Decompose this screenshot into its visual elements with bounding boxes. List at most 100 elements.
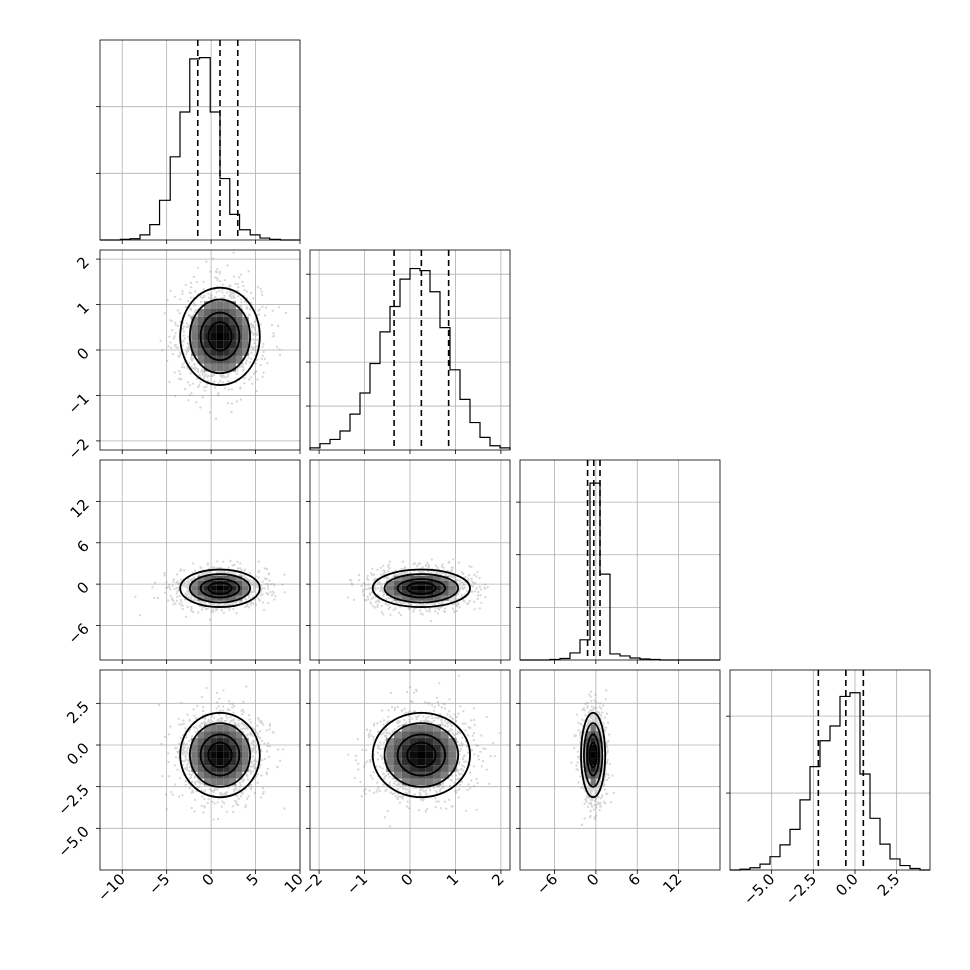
panel-0-1-density-cell — [235, 309, 243, 317]
panel-1-2-density-cell — [448, 585, 457, 591]
panel-0-2-density-cell — [223, 595, 230, 601]
panel-1-3-density-cell — [394, 738, 402, 745]
panel-0-3-density-cell — [204, 731, 211, 739]
panel-1-3-density-cell — [448, 751, 457, 759]
panel-0-1-density-cell — [235, 348, 243, 356]
panel-1-3-contour-2 — [383, 722, 460, 788]
x-tick-label-1-2: 0 — [397, 870, 416, 889]
panel-1-3-density-cell — [433, 738, 441, 745]
panel-0-3-contour-1 — [199, 733, 241, 777]
panel-0-1-density-cell — [210, 348, 217, 356]
panel-2-3-density-cell — [590, 738, 596, 745]
panel-0-2-density-cell — [204, 595, 211, 601]
panel-0-3-density-cell — [223, 724, 230, 732]
panel-2-3-density-cell — [595, 771, 601, 779]
hist-panel-3 — [726, 669, 931, 874]
panel-2-3-density-cell — [590, 724, 596, 732]
panel-0-1-density-cell — [191, 348, 198, 356]
panel-0-1-density-cell — [216, 348, 224, 356]
panel-0-2-density-cell — [197, 580, 205, 586]
panel-1-3 — [306, 669, 511, 874]
panel-0-3-content — [158, 685, 286, 821]
panel-0-2-density-cell — [229, 595, 236, 601]
panel-0-3-density-cell — [204, 765, 211, 772]
panel-0-3-density-cell — [242, 751, 249, 759]
panel-2-3-contour-0 — [588, 741, 598, 769]
panel-0-2-density-cell — [223, 585, 230, 591]
panel-0-2-density-cell — [210, 575, 217, 581]
panel-0-1-density-cell — [229, 363, 236, 372]
panel-1-2-density-cell — [409, 585, 418, 591]
panel-0-1-content — [159, 251, 288, 420]
panel-1-3-density-cell — [417, 765, 426, 772]
hist-frame-1 — [309, 249, 511, 451]
panel-1-3-density-cell — [425, 765, 434, 772]
panel-1-3-density-cell — [417, 724, 426, 732]
panel-2-3-content — [570, 689, 615, 827]
panel-2-3-contour-2 — [583, 722, 604, 788]
panel-0-2-density-cell — [229, 585, 236, 591]
panel-0-1-density-cell — [242, 340, 249, 349]
panel-0-3-density-cell — [191, 765, 198, 772]
panel-2-3-contour-3 — [580, 711, 607, 799]
panel-0-1-density-cell — [229, 309, 236, 317]
panel-0-1-density-cell — [204, 324, 211, 333]
panel-1-2-density-cell — [394, 590, 402, 596]
panel-1-2-frame — [309, 459, 511, 661]
panel-0-2-contour-2 — [188, 573, 252, 604]
panel-0-1-density-cell — [229, 332, 236, 341]
panel-1-3-density-cell — [386, 758, 395, 766]
panel-1-2-density-cell — [417, 585, 426, 591]
panel-0-1-density-cell — [210, 316, 217, 325]
panel-0-3-density-cell — [204, 744, 211, 752]
panel-0-3-density-cell — [223, 738, 230, 745]
panel-0-2-frame — [99, 459, 301, 661]
panel-1-3-density-cell — [440, 731, 449, 739]
panel-0-2 — [96, 459, 301, 664]
panel-0-2-density-cell — [191, 590, 198, 596]
panel-1-2-density-cell — [440, 590, 449, 596]
y-tick-label-1-4: 2 — [73, 253, 92, 272]
panel-0-1-density-cell — [223, 301, 230, 310]
panel-0-3-contour-3 — [179, 711, 261, 799]
panel-2-3-density-cell — [590, 744, 596, 752]
x-tick-label-0-2: 0 — [198, 870, 217, 889]
panel-0-1-density-cell — [210, 301, 217, 310]
panel-0-2-density-cell — [197, 590, 205, 596]
panel-1-2-density-cell — [440, 575, 449, 581]
hist-frame-2 — [519, 459, 721, 661]
panel-0-1-density-cell — [216, 340, 224, 349]
panel-2-3 — [516, 669, 721, 874]
panel-1-3-density-cell — [401, 731, 410, 739]
y-tick-label-3-1: −2.5 — [54, 781, 92, 819]
panel-0-3-density-cell — [235, 731, 243, 739]
panel-1-3-density-cell — [401, 758, 410, 766]
x-tick-label-2-2: 6 — [625, 870, 644, 889]
panel-1-3-density-cell — [440, 771, 449, 779]
panel-2-3-density-cell — [590, 765, 596, 772]
panel-2-3-frame — [519, 669, 721, 871]
y-tick-label-2-0: −6 — [64, 620, 92, 648]
y-tick-label-3-2: 0.0 — [63, 739, 93, 769]
panel-0-1-density-cell — [197, 309, 205, 317]
panel-0-1-density-cell — [204, 301, 211, 310]
panel-0-3-density-cell — [216, 765, 224, 772]
panel-0-1-density-cell — [216, 324, 224, 333]
panel-1-3-density-cell — [433, 751, 441, 759]
panel-1-2-density-cell — [448, 590, 457, 596]
panel-0-3-density-cell — [216, 744, 224, 752]
x-tick-label-1-1: −1 — [343, 870, 371, 898]
panel-1-3-density-cell — [401, 778, 410, 786]
panel-0-3-density-cell — [229, 771, 236, 779]
panel-1-3-density-cell — [448, 744, 457, 752]
panel-0-2-density-cell — [197, 575, 205, 581]
panel-1-3-density-cell — [448, 765, 457, 772]
panel-0-3-density-cell — [229, 778, 236, 786]
panel-1-2-density-cell — [394, 575, 402, 581]
panel-1-3-density-cell — [409, 751, 418, 759]
panel-1-3-frame — [309, 669, 511, 871]
panel-1-2-density-cell — [433, 585, 441, 591]
y-tick-label-1-3: 1 — [73, 299, 92, 318]
panel-1-2-density-cell — [386, 580, 395, 586]
